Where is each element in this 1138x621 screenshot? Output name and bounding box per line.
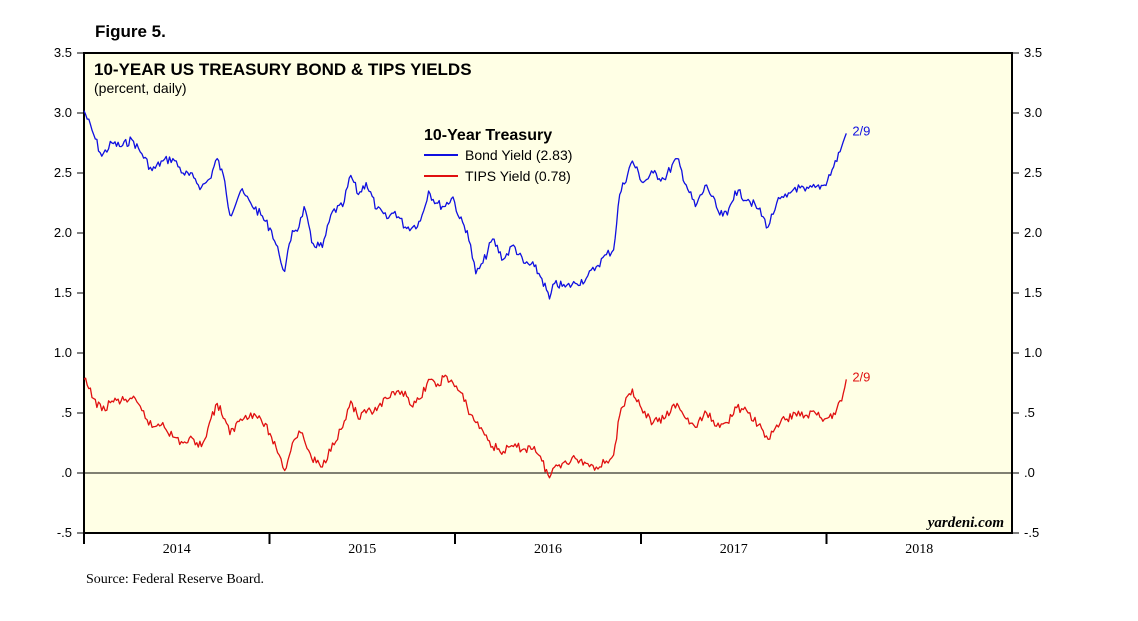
x-tick-label: 2014 [163,542,191,557]
y-tick-label-right: .0 [1024,465,1035,480]
x-tick-label: 2017 [720,542,748,557]
y-tick-label-left: .0 [61,465,72,480]
y-tick-label-left: -.5 [57,525,72,540]
y-tick-label-left: 2.0 [54,225,72,240]
y-tick-label-right: 1.0 [1024,345,1042,360]
tips-end-label: 2/9 [852,369,870,384]
x-tick-label: 2016 [534,542,562,557]
y-tick-label-left: 2.5 [54,165,72,180]
x-axis: 2014 2015 2016 2017 2018 [83,533,933,557]
legend-label-bond: Bond Yield (2.83) [465,147,572,163]
y-tick-label-right: 2.0 [1024,225,1042,240]
watermark: yardeni.com [926,515,1004,531]
y-tick-label-right: .5 [1024,405,1035,420]
chart-title: 10-YEAR US TREASURY BOND & TIPS YIELDS [94,60,472,79]
chart-subtitle: (percent, daily) [94,80,187,96]
series-line-bond [83,110,847,300]
y-tick-label-left: 3.0 [54,105,72,120]
y-tick-label-left: 3.5 [54,45,72,60]
y-tick-label-right: 3.0 [1024,105,1042,120]
y-tick-label-right: -.5 [1024,525,1039,540]
series-line-tips [83,374,847,479]
y-axis: -.5 -.5 .0 .0 .5 .5 1.0 1.0 1.5 1.5 2.0 2.0 2.5 2.5 3.… [54,45,1042,540]
legend-label-tips: TIPS Yield (0.78) [465,168,571,184]
source-note: Source: Federal Reserve Board. [86,572,265,587]
x-tick-label: 2015 [348,542,376,557]
y-tick-label-right: 1.5 [1024,285,1042,300]
figure-label: Figure 5. [95,22,166,41]
y-tick-label-left: 1.5 [54,285,72,300]
y-tick-label-right: 2.5 [1024,165,1042,180]
x-tick-label: 2018 [905,542,933,557]
y-tick-label-left: .5 [61,405,72,420]
legend-title: 10-Year Treasury [424,127,552,144]
y-tick-label-left: 1.0 [54,345,72,360]
series-lines [83,110,847,479]
bond-end-label: 2/9 [852,123,870,138]
y-tick-label-right: 3.5 [1024,45,1042,60]
